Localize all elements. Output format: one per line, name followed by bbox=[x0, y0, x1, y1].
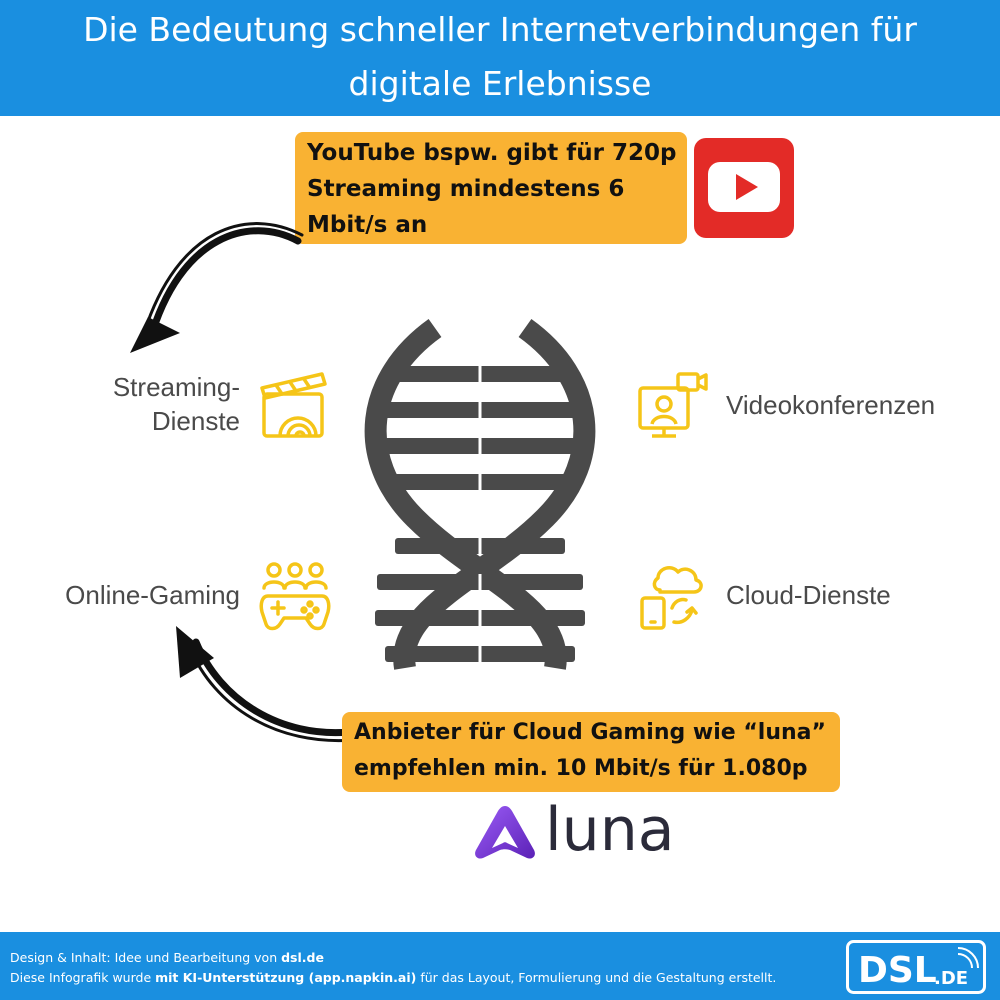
luna-logo-icon bbox=[475, 806, 535, 859]
arrow-to-streaming-icon bbox=[130, 222, 304, 353]
label-online-gaming: Online-Gaming bbox=[65, 580, 240, 610]
page-title-line2: digitale Erlebnisse bbox=[348, 64, 652, 103]
page-title-line1: Die Bedeutung schneller Internetverbindu… bbox=[83, 10, 917, 49]
label-videokonferenzen: Videokonferenzen bbox=[726, 390, 936, 420]
cloud-sync-icon bbox=[640, 566, 703, 630]
youtube-callout: YouTube bspw. gibt für 720p Streaming mi… bbox=[295, 132, 687, 244]
luna-callout: Anbieter für Cloud Gaming wie “luna” emp… bbox=[342, 712, 840, 792]
label-cloud-dienste: Cloud-Dienste bbox=[726, 580, 891, 610]
footer-credit-prefix: Design & Inhalt: Idee und Bearbeitung vo… bbox=[10, 950, 282, 965]
youtube-callout-line3: Mbit/s an bbox=[307, 212, 428, 238]
arrow-to-gaming-icon bbox=[176, 626, 356, 743]
footer-bar: Design & Inhalt: Idee und Bearbeitung vo… bbox=[0, 932, 1000, 1000]
clapperboard-icon bbox=[260, 372, 327, 438]
dsl-logo-text: DSL bbox=[858, 950, 937, 991]
dsl-logo-suffix: .DE bbox=[934, 968, 968, 989]
footer-credit-line: Design & Inhalt: Idee und Bearbeitung vo… bbox=[10, 950, 324, 965]
video-conference-icon bbox=[638, 372, 708, 438]
footer-credit-brand: dsl.de bbox=[281, 950, 324, 965]
label-streaming-line1: Streaming- bbox=[112, 372, 240, 402]
luna-callout-line1: Anbieter für Cloud Gaming wie “luna” bbox=[354, 720, 826, 745]
youtube-callout-line1: YouTube bspw. gibt für 720p bbox=[307, 140, 677, 166]
header-banner: Die Bedeutung schneller Internetverbindu… bbox=[0, 0, 1000, 116]
label-streaming-line2: Dienste bbox=[151, 406, 240, 436]
footer-ai-prefix: Diese Infografik wurde bbox=[10, 970, 156, 985]
youtube-callout-line2: Streaming mindestens 6 bbox=[307, 176, 625, 202]
luna-callout-line2: empfehlen min. 10 Mbit/s für 1.080p bbox=[354, 756, 808, 781]
footer-ai-suffix: für das Layout, Formulierung und die Ges… bbox=[416, 970, 777, 985]
dsl-logo-icon: DSL .DE bbox=[846, 940, 986, 994]
gamepad-icon bbox=[259, 562, 331, 631]
youtube-logo-icon bbox=[694, 138, 794, 238]
dna-helix-icon bbox=[364, 319, 596, 670]
luna-logo-text: luna bbox=[545, 795, 675, 865]
footer-ai-note-line: Diese Infografik wurde mit KI-Unterstütz… bbox=[10, 970, 776, 985]
footer-ai-bold: mit KI-Unterstützung (app.napkin.ai) bbox=[155, 970, 417, 985]
